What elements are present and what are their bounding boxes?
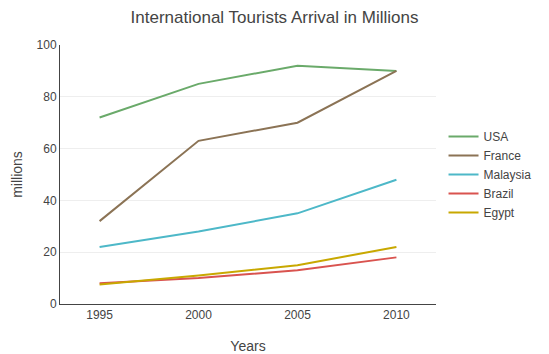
svg-text:Brazil: Brazil bbox=[484, 187, 514, 201]
svg-text:International Tourists Arrival: International Tourists Arrival in Millio… bbox=[131, 8, 419, 27]
svg-text:80: 80 bbox=[43, 90, 57, 104]
svg-text:2000: 2000 bbox=[185, 308, 212, 322]
svg-text:Egypt: Egypt bbox=[484, 206, 515, 220]
svg-text:2010: 2010 bbox=[383, 308, 410, 322]
svg-text:millions: millions bbox=[9, 151, 25, 198]
svg-text:USA: USA bbox=[484, 130, 509, 144]
svg-text:2005: 2005 bbox=[284, 308, 311, 322]
svg-text:100: 100 bbox=[37, 38, 57, 52]
svg-text:40: 40 bbox=[43, 194, 57, 208]
svg-text:France: France bbox=[484, 149, 522, 163]
svg-text:1995: 1995 bbox=[86, 308, 113, 322]
svg-text:20: 20 bbox=[43, 245, 57, 259]
svg-text:60: 60 bbox=[43, 142, 57, 156]
svg-text:Malaysia: Malaysia bbox=[484, 168, 532, 182]
svg-text:0: 0 bbox=[50, 297, 57, 311]
svg-text:Years: Years bbox=[230, 338, 265, 354]
